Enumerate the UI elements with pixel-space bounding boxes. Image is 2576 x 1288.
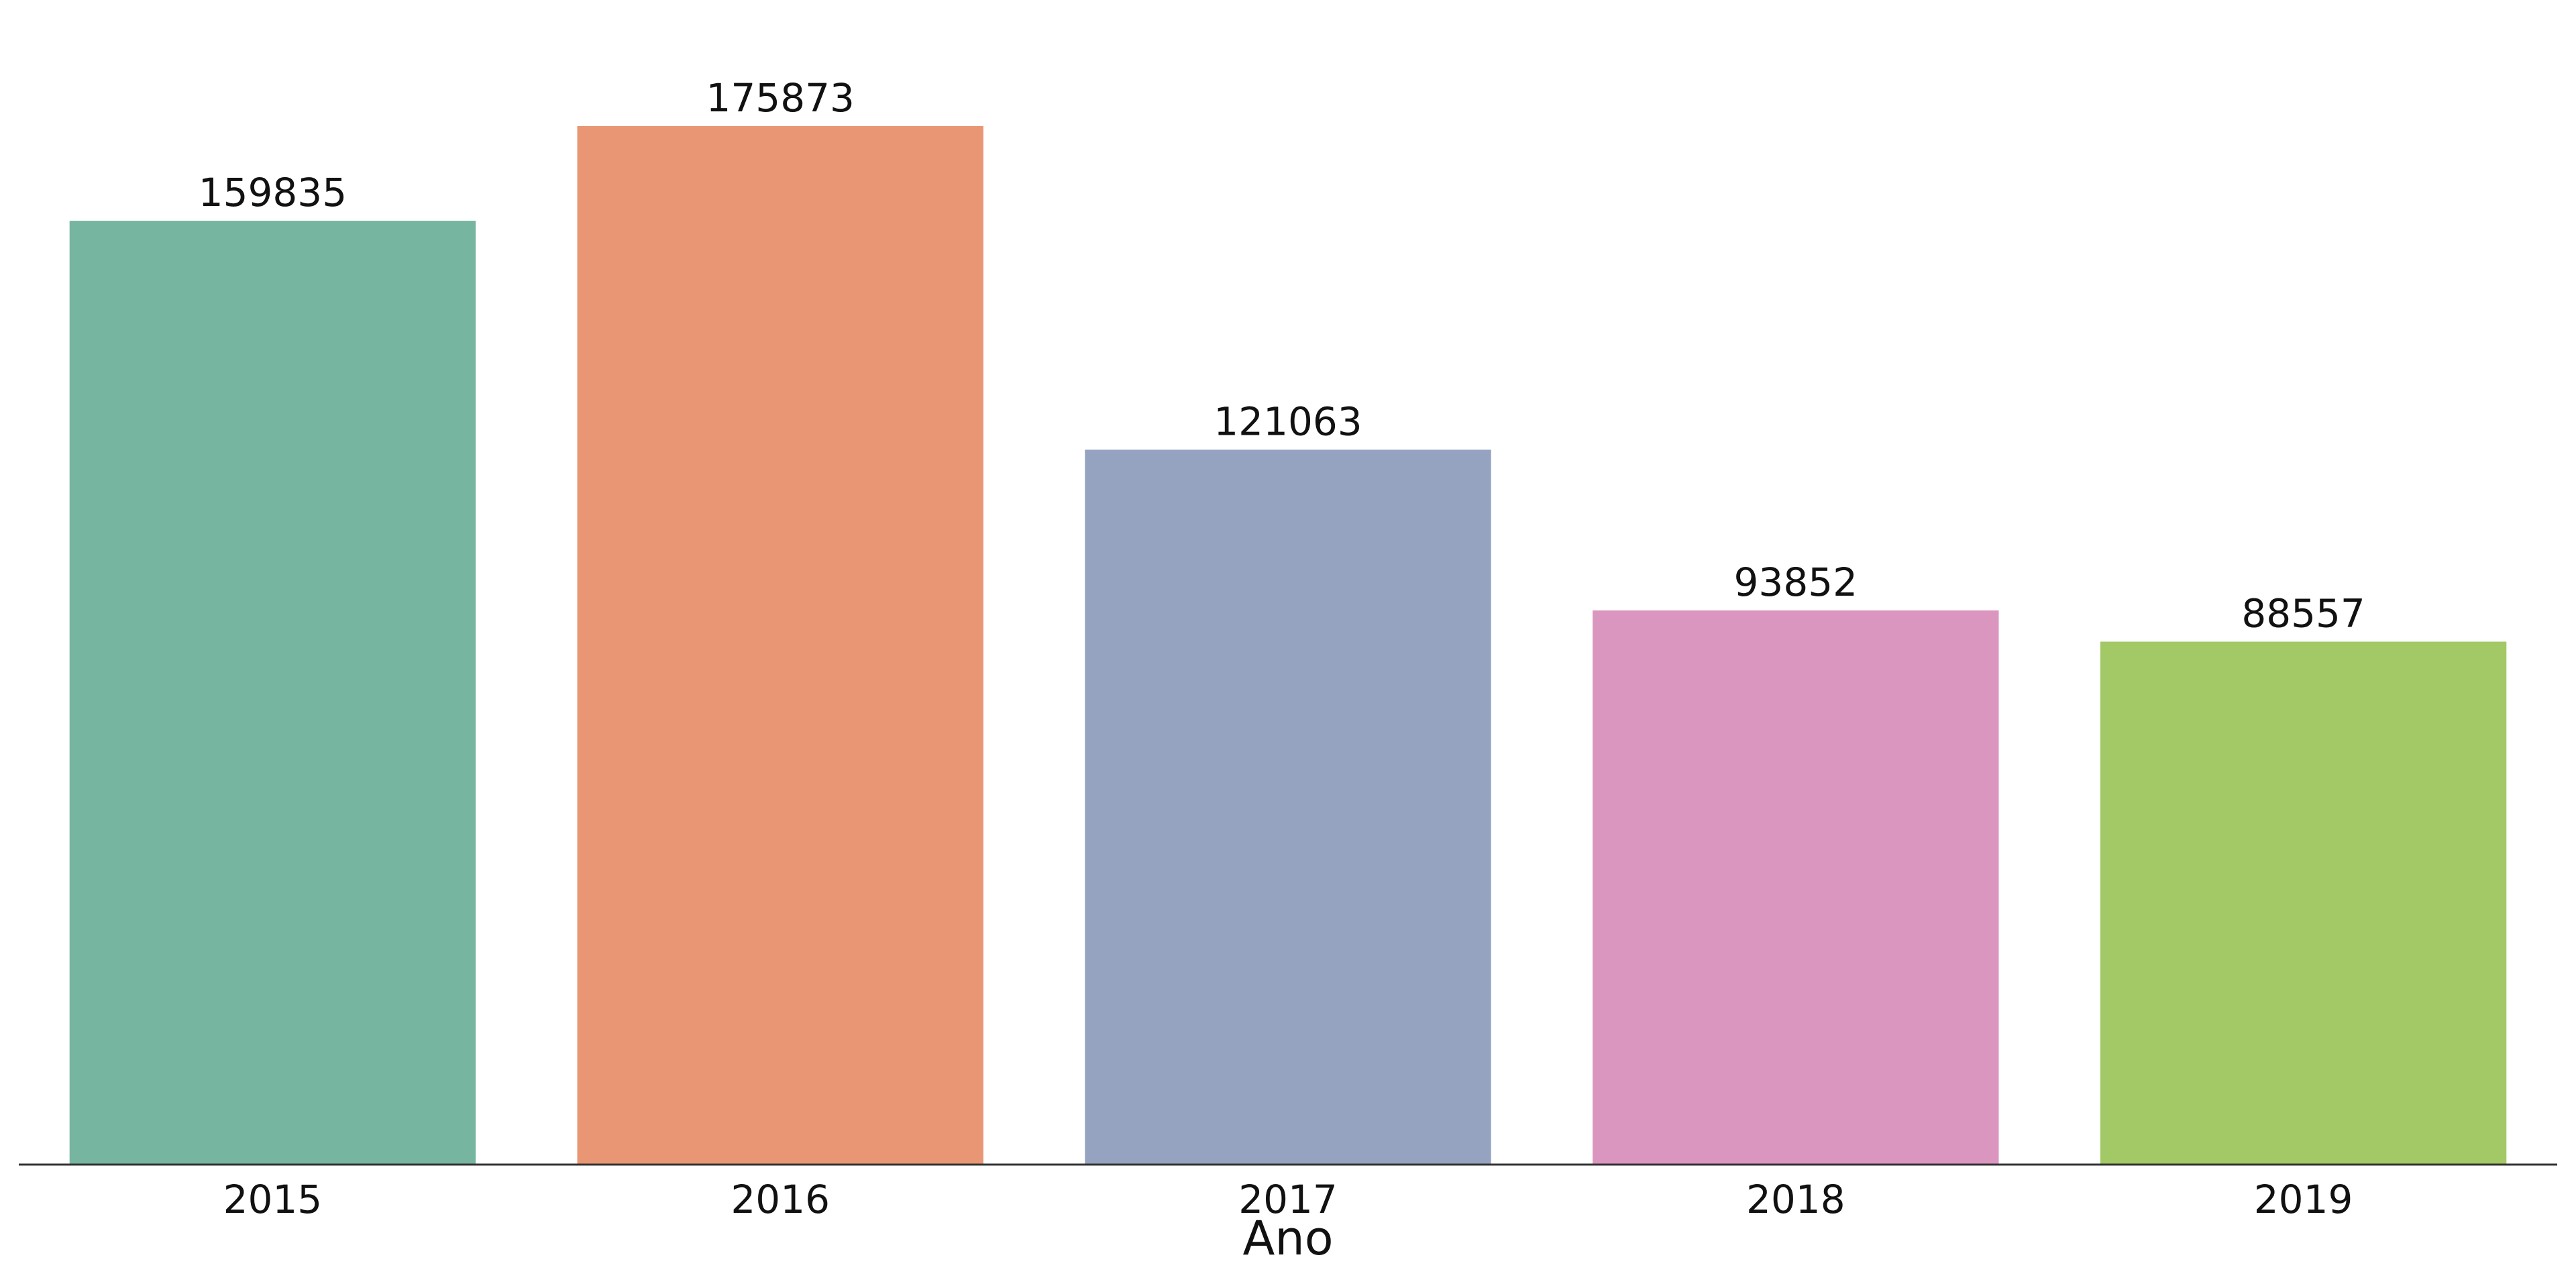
x-tick-label-2017: 2017 [1238,1177,1338,1222]
value-label-2017: 121063 [1214,398,1362,444]
x-tick-label-2015: 2015 [223,1177,323,1222]
bar-2018 [1593,610,1999,1165]
bar-2017 [1085,449,1491,1165]
value-label-2016: 175873 [706,75,854,121]
value-labels-group: 159835 175873 121063 93852 88557 [199,75,2365,637]
bar-2015 [69,221,476,1165]
bar-2016 [577,125,983,1165]
value-label-2019: 88557 [2241,591,2365,637]
bar-2019 [2100,641,2507,1165]
x-axis-title: Ano [1242,1211,1333,1266]
value-label-2018: 93852 [1734,559,1858,605]
value-label-2015: 159835 [199,170,347,215]
x-tick-labels-group: 2015 2016 2017 2018 2019 [223,1177,2353,1222]
x-tick-label-2019: 2019 [2254,1177,2353,1222]
x-tick-label-2016: 2016 [731,1177,830,1222]
bars-group [69,125,2507,1165]
x-tick-label-2018: 2018 [1746,1177,1845,1222]
